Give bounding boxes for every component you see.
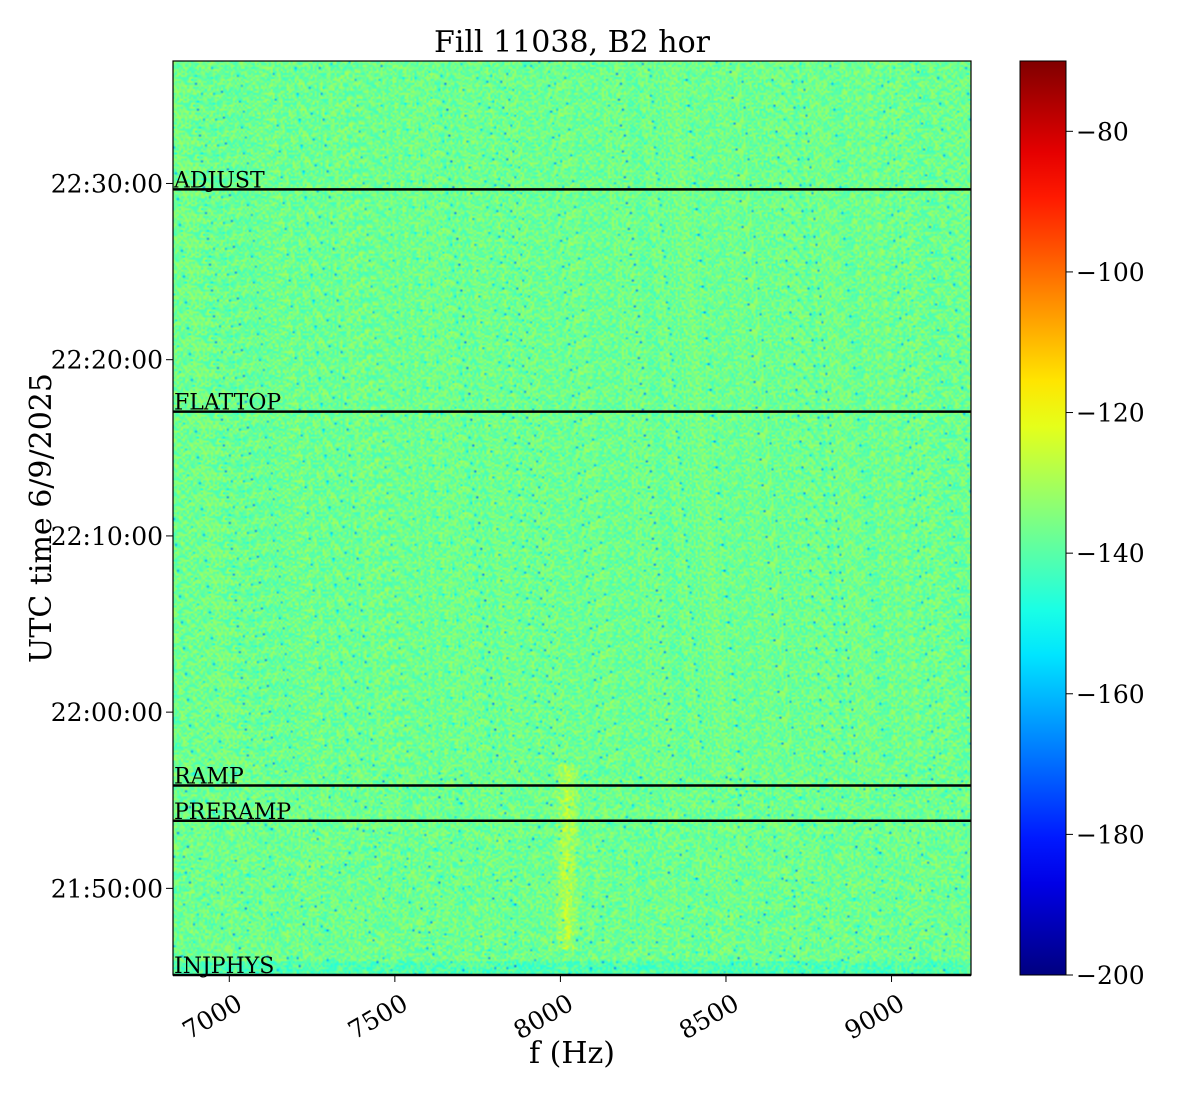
phase-label-preramp: PRERAMP	[174, 800, 291, 825]
heatmap-area	[173, 61, 971, 975]
colorbar-tick-label: −160	[1076, 680, 1145, 709]
colorbar-tick-label: −200	[1076, 961, 1145, 990]
chart-title: Fill 11038, B2 hor	[434, 25, 711, 60]
y-axis-ticks: 21:50:00 22:00:00 22:10:00 22:20:00 22:30:00	[51, 169, 173, 903]
y-tick-label: 22:10:00	[51, 522, 163, 551]
x-axis-label: f (Hz)	[529, 1036, 615, 1071]
plot-frame	[172, 60, 972, 976]
phase-label-flattop: FLATTOP	[174, 391, 281, 416]
colorbar-tick-label: −100	[1076, 258, 1145, 287]
y-axis-label: UTC time 6/9/2025	[24, 373, 59, 663]
y-tick-label: 22:20:00	[51, 346, 163, 375]
phase-label-ramp: RAMP	[174, 765, 244, 790]
x-axis-ticks: 7000 7500 8000 8500 9000	[177, 975, 909, 1045]
phase-label-adjust: ADJUST	[173, 168, 265, 193]
colorbar-tick-label: −140	[1076, 539, 1145, 568]
colorbar	[1019, 60, 1067, 976]
heatmap-image	[173, 61, 971, 975]
y-tick-label: 21:50:00	[51, 874, 163, 903]
colorbar-tick-label: −120	[1076, 399, 1145, 428]
x-tick-label: 9000	[840, 988, 910, 1045]
colorbar-tick-label: −80	[1076, 117, 1129, 146]
x-tick-label: 7500	[343, 988, 413, 1045]
y-tick-label: 22:30:00	[51, 169, 163, 198]
colorbar-ticks: −80 −100 −120 −140 −160 −180 −200	[1066, 117, 1145, 990]
x-tick-label: 8500	[674, 988, 744, 1045]
colorbar-tick-label: −180	[1076, 820, 1145, 849]
y-tick-label: 22:00:00	[51, 698, 163, 727]
x-tick-label: 7000	[177, 988, 247, 1045]
